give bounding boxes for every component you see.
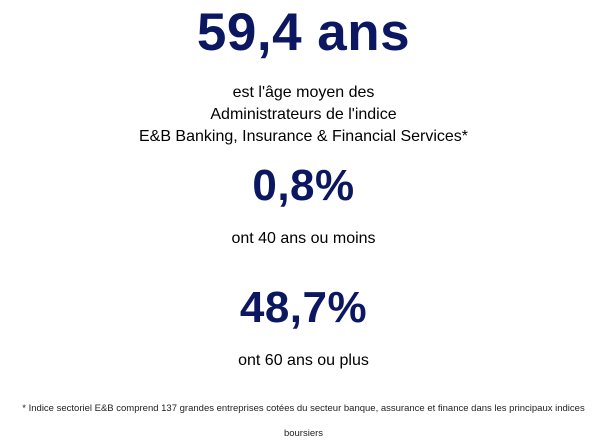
under-40-percentage: 0,8%: [252, 161, 355, 210]
average-age-caption-line-1: est l'âge moyen des: [232, 84, 375, 101]
average-age-caption: est l'âge moyen des Administrateurs de l…: [0, 82, 607, 148]
index-footnote: * Indice sectoriel E&B comprend 137 gran…: [22, 403, 585, 439]
over-60-percentage: 48,7%: [239, 283, 368, 332]
average-age-caption-line-2: Administrateurs de l'indice: [210, 106, 397, 123]
under-40-caption: ont 40 ans ou moins: [231, 230, 376, 247]
over-60-caption: ont 60 ans ou plus: [238, 352, 369, 369]
average-age-caption-line-3: E&B Banking, Insurance & Financial Servi…: [138, 128, 469, 145]
average-age-value: 59,4 ans: [196, 3, 411, 62]
